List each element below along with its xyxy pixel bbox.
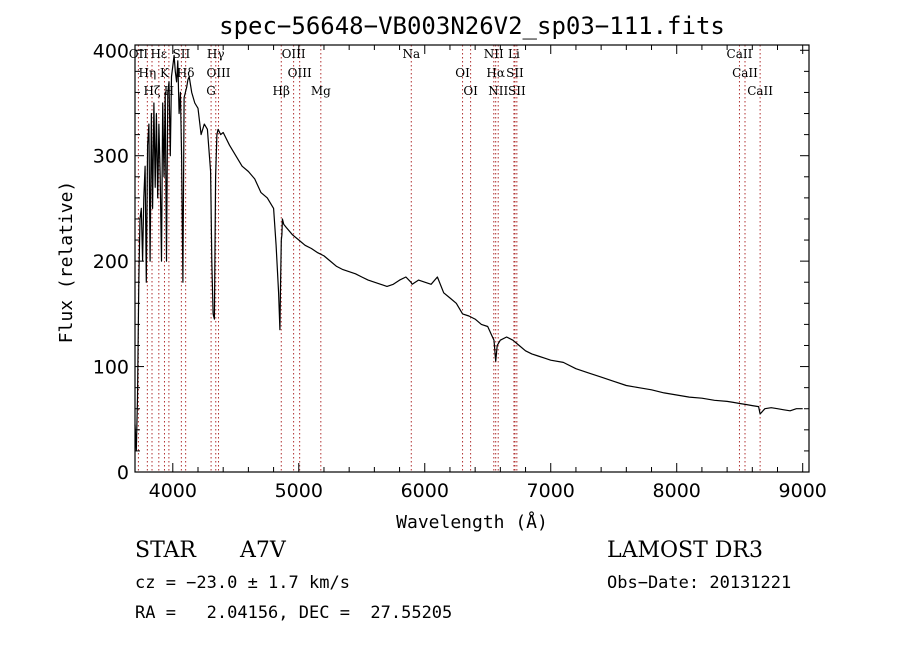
object-class: STAR [135,538,196,563]
line-id-label: Hδ [177,66,195,80]
obs-date: Obs−Date: 20131221 [607,573,792,593]
line-id-label: K [160,66,170,80]
y-tick-label: 400 [93,40,129,62]
line-id-label: CaII [727,47,753,61]
line-id-label: Hζ [144,84,161,98]
x-tick-label: 9000 [779,480,827,502]
y-tick-label: 300 [93,146,129,168]
line-id-label: OIII [206,66,230,80]
line-id-label: NII [484,47,504,61]
y-tick-label: 0 [117,462,129,484]
x-axis-label: Wavelength (Å) [396,511,548,533]
line-id-label: OI [463,84,478,98]
line-id-label: CaII [732,66,758,80]
line-id-label: Hγ [207,47,225,61]
line-id-label: OII [129,47,149,61]
line-id-label: OI [455,66,470,80]
line-id-label: Hε [150,47,167,61]
line-id-label: NII [488,84,508,98]
chart-title: spec−56648−VB003N26V2_sp03−111.fits [219,12,725,40]
object-subclass: A7V [240,538,286,563]
coordinates: RA = 2.04156, DEC = 27.55205 [135,603,453,623]
redshift-readout: cz = −23.0 ± 1.7 km/s [135,573,350,593]
line-id-label: OIII [288,66,312,80]
line-id-label: SII [508,84,526,98]
x-tick-label: 7000 [527,480,575,502]
line-id-label: Hα [486,66,505,80]
line-id-label: CaII [747,84,773,98]
line-id-label: Li [508,47,520,61]
survey-name: LAMOST DR3 [607,538,763,563]
x-tick-label: 6000 [401,480,449,502]
line-id-label: Hβ [273,84,290,98]
line-id-label: SII [506,66,524,80]
x-tick-label: 8000 [653,480,701,502]
y-tick-label: 200 [93,251,129,273]
line-id-label: OIII [282,47,306,61]
x-tick-label: 5000 [275,480,323,502]
line-id-label: G [206,84,216,98]
x-tick-label: 4000 [149,480,197,502]
plot-frame [134,44,810,473]
spectrum-line [134,54,803,452]
line-id-label: Hη [139,66,157,80]
y-axis-label: Flux (relative) [56,181,77,344]
line-id-label: H [164,84,174,98]
line-id-label: Mg [311,84,331,98]
line-id-label: Na [402,47,420,61]
line-id-label: SII [173,47,191,61]
y-tick-label: 100 [93,357,129,379]
